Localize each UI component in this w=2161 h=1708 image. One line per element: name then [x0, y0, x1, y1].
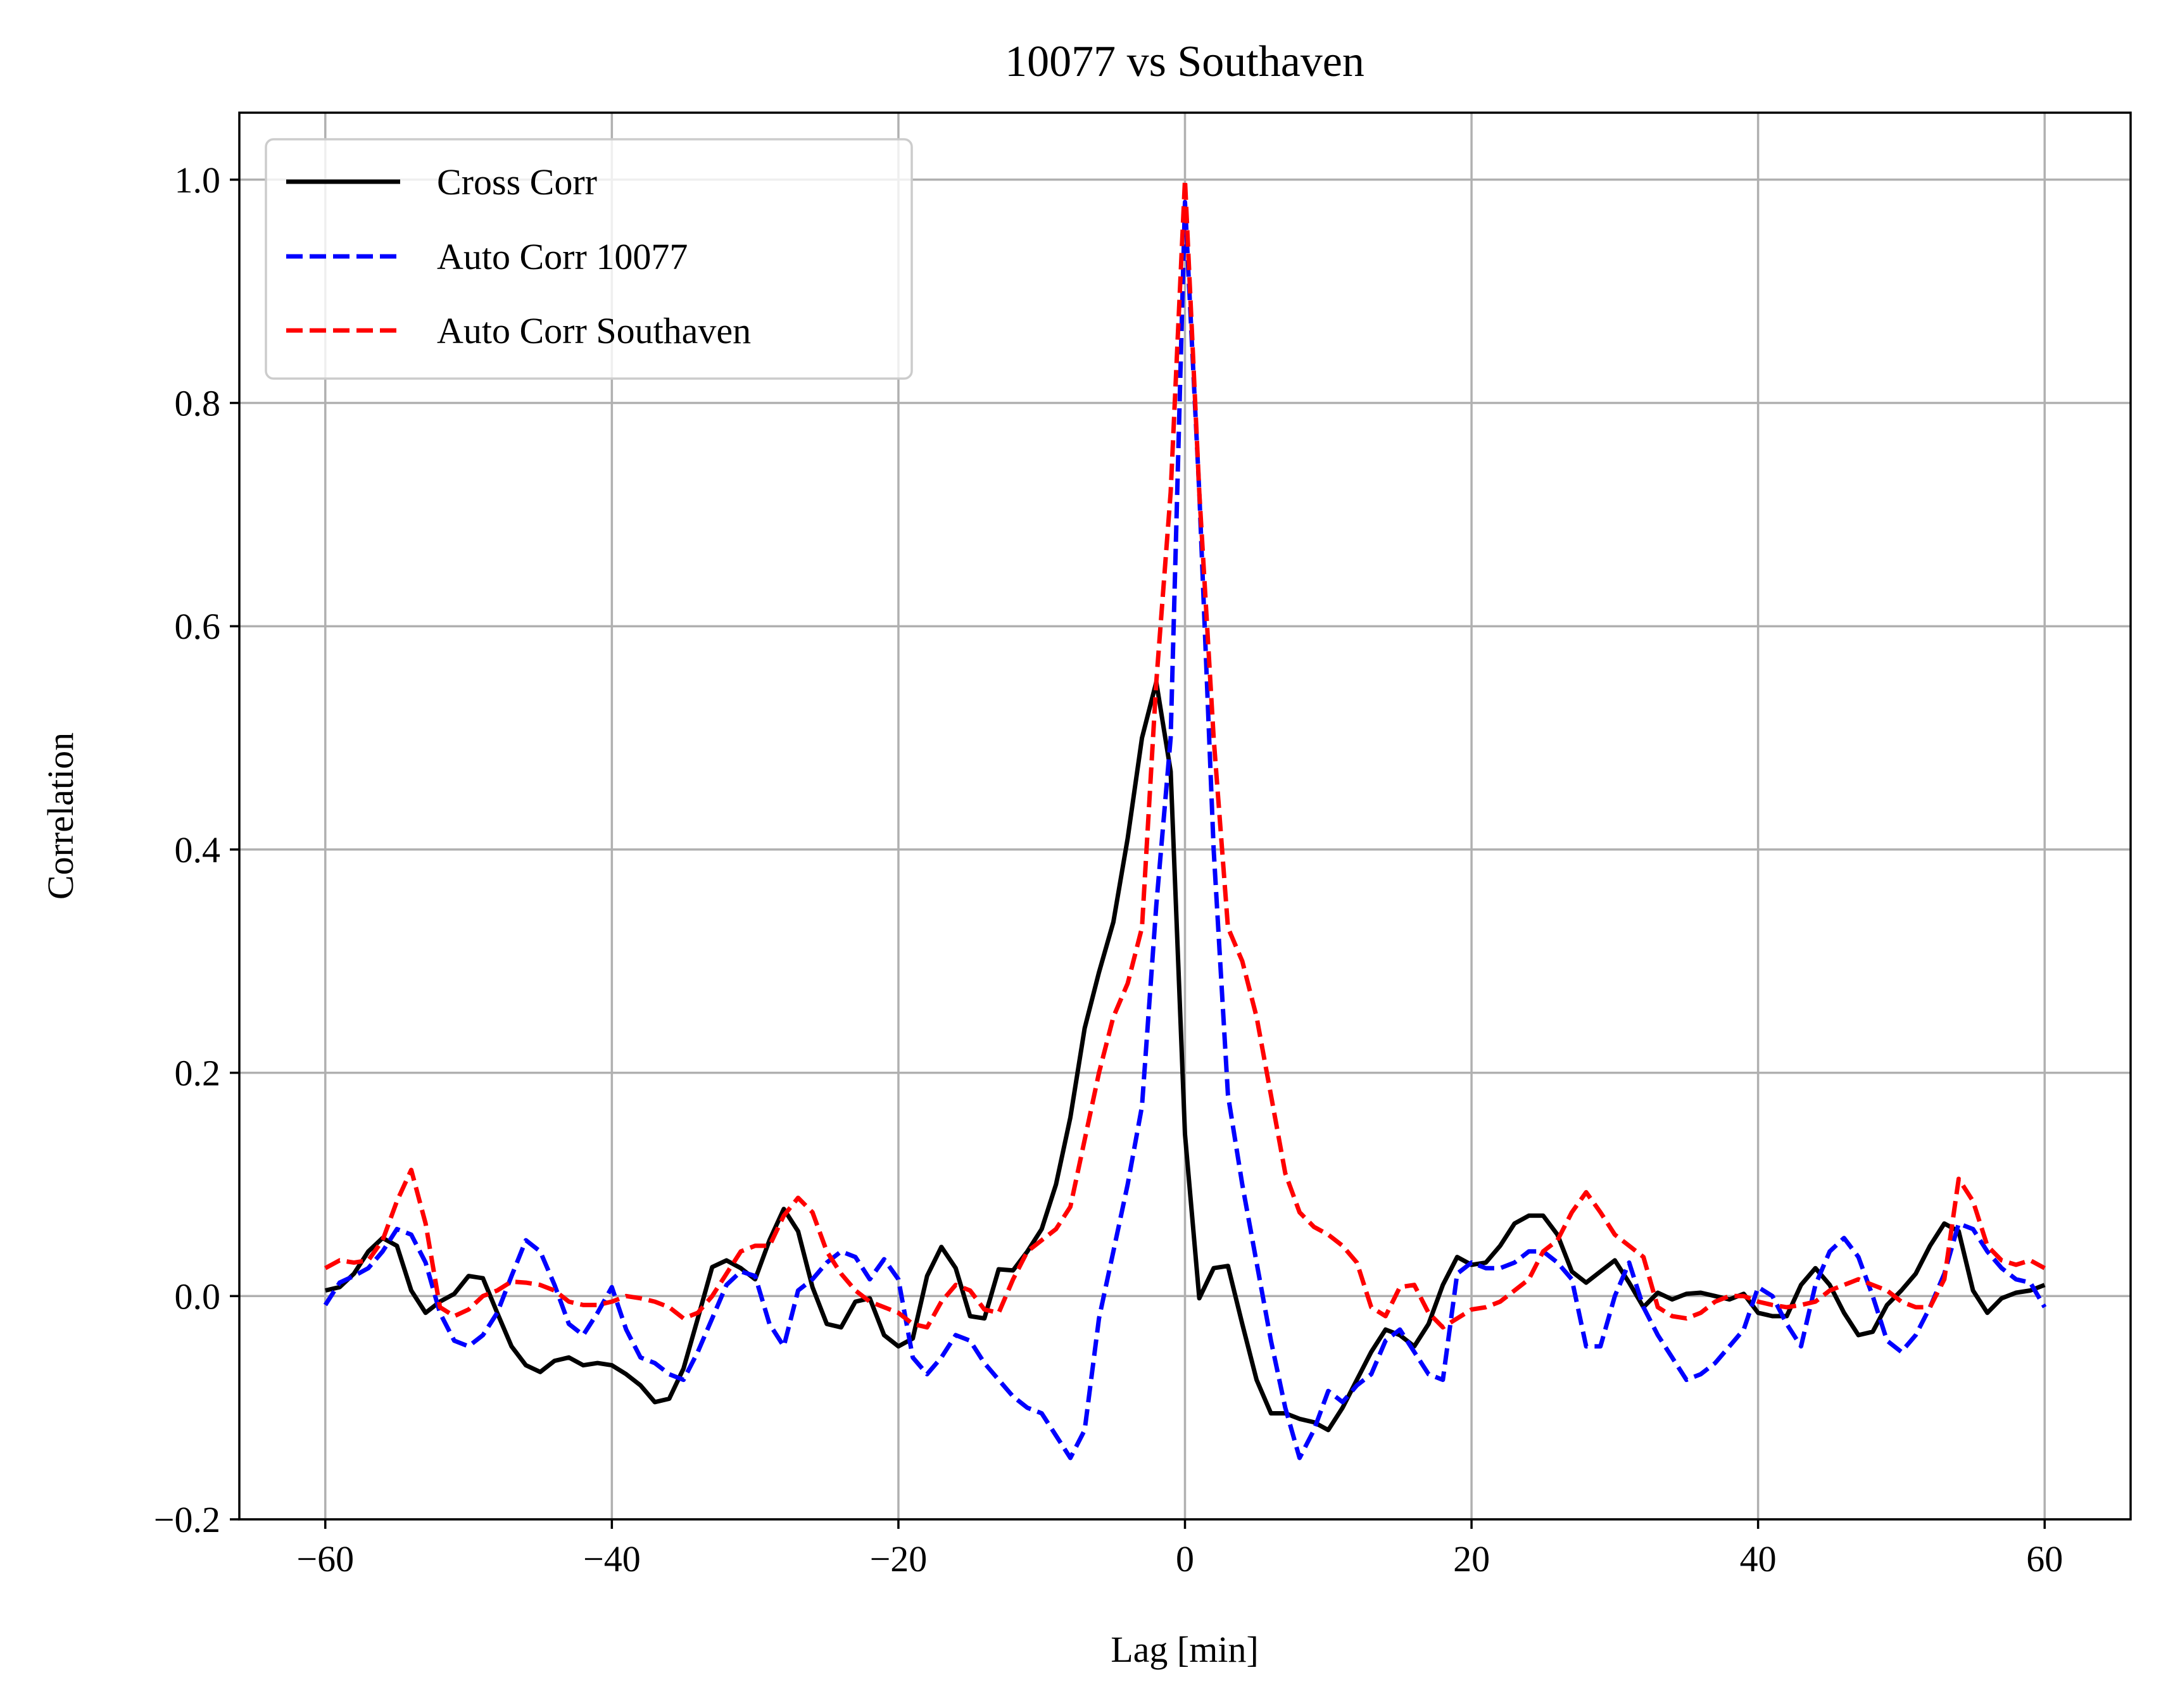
series-line-auto-corr-southaven	[324, 177, 2046, 1330]
x-tick-label: −20	[870, 1538, 928, 1579]
series-line-auto-corr-10077	[323, 199, 2047, 1460]
x-tick-label: 0	[1176, 1538, 1194, 1579]
y-tick-label: 0.4	[175, 829, 221, 870]
legend: Cross Corr Auto Corr 10077 Auto Corr Sou…	[265, 138, 913, 380]
y-tick-label: 0.6	[175, 606, 221, 647]
legend-box	[265, 138, 913, 380]
legend-label-auto-corr-southaven: Auto Corr Southaven	[437, 310, 751, 351]
legend-label-cross-corr: Cross Corr	[437, 161, 597, 203]
x-axis-label: Lag [min]	[1111, 1629, 1259, 1670]
y-tick-label: 1.0	[175, 160, 221, 201]
series-layer	[323, 177, 2047, 1460]
legend-entry-cross-corr: Cross Corr	[286, 161, 597, 203]
chart-title: 10077 vs Southaven	[1005, 37, 1364, 86]
legend-entry-auto-corr-southaven: Auto Corr Southaven	[286, 310, 751, 351]
y-tick-label: 0.2	[175, 1053, 221, 1094]
x-tick-label: 20	[1453, 1538, 1490, 1579]
x-tick-label: 40	[1740, 1538, 1777, 1579]
x-axis: −60 −40 −20 0 20 40 60	[296, 1519, 2063, 1579]
y-tick-label: 0.0	[175, 1276, 221, 1317]
series-line-cross-corr	[325, 679, 2046, 1433]
x-tick-label: 60	[2026, 1538, 2063, 1579]
y-tick-label: −0.2	[154, 1499, 220, 1540]
legend-label-auto-corr-10077: Auto Corr 10077	[437, 236, 688, 277]
x-tick-label: −40	[583, 1538, 641, 1579]
x-tick-label: −60	[296, 1538, 354, 1579]
y-axis: −0.2 0.0 0.2 0.4 0.6 0.8 1.0	[154, 160, 239, 1540]
legend-entry-auto-corr-10077: Auto Corr 10077	[286, 236, 688, 277]
y-axis-label: Correlation	[40, 732, 81, 900]
y-tick-label: 0.8	[175, 383, 221, 424]
